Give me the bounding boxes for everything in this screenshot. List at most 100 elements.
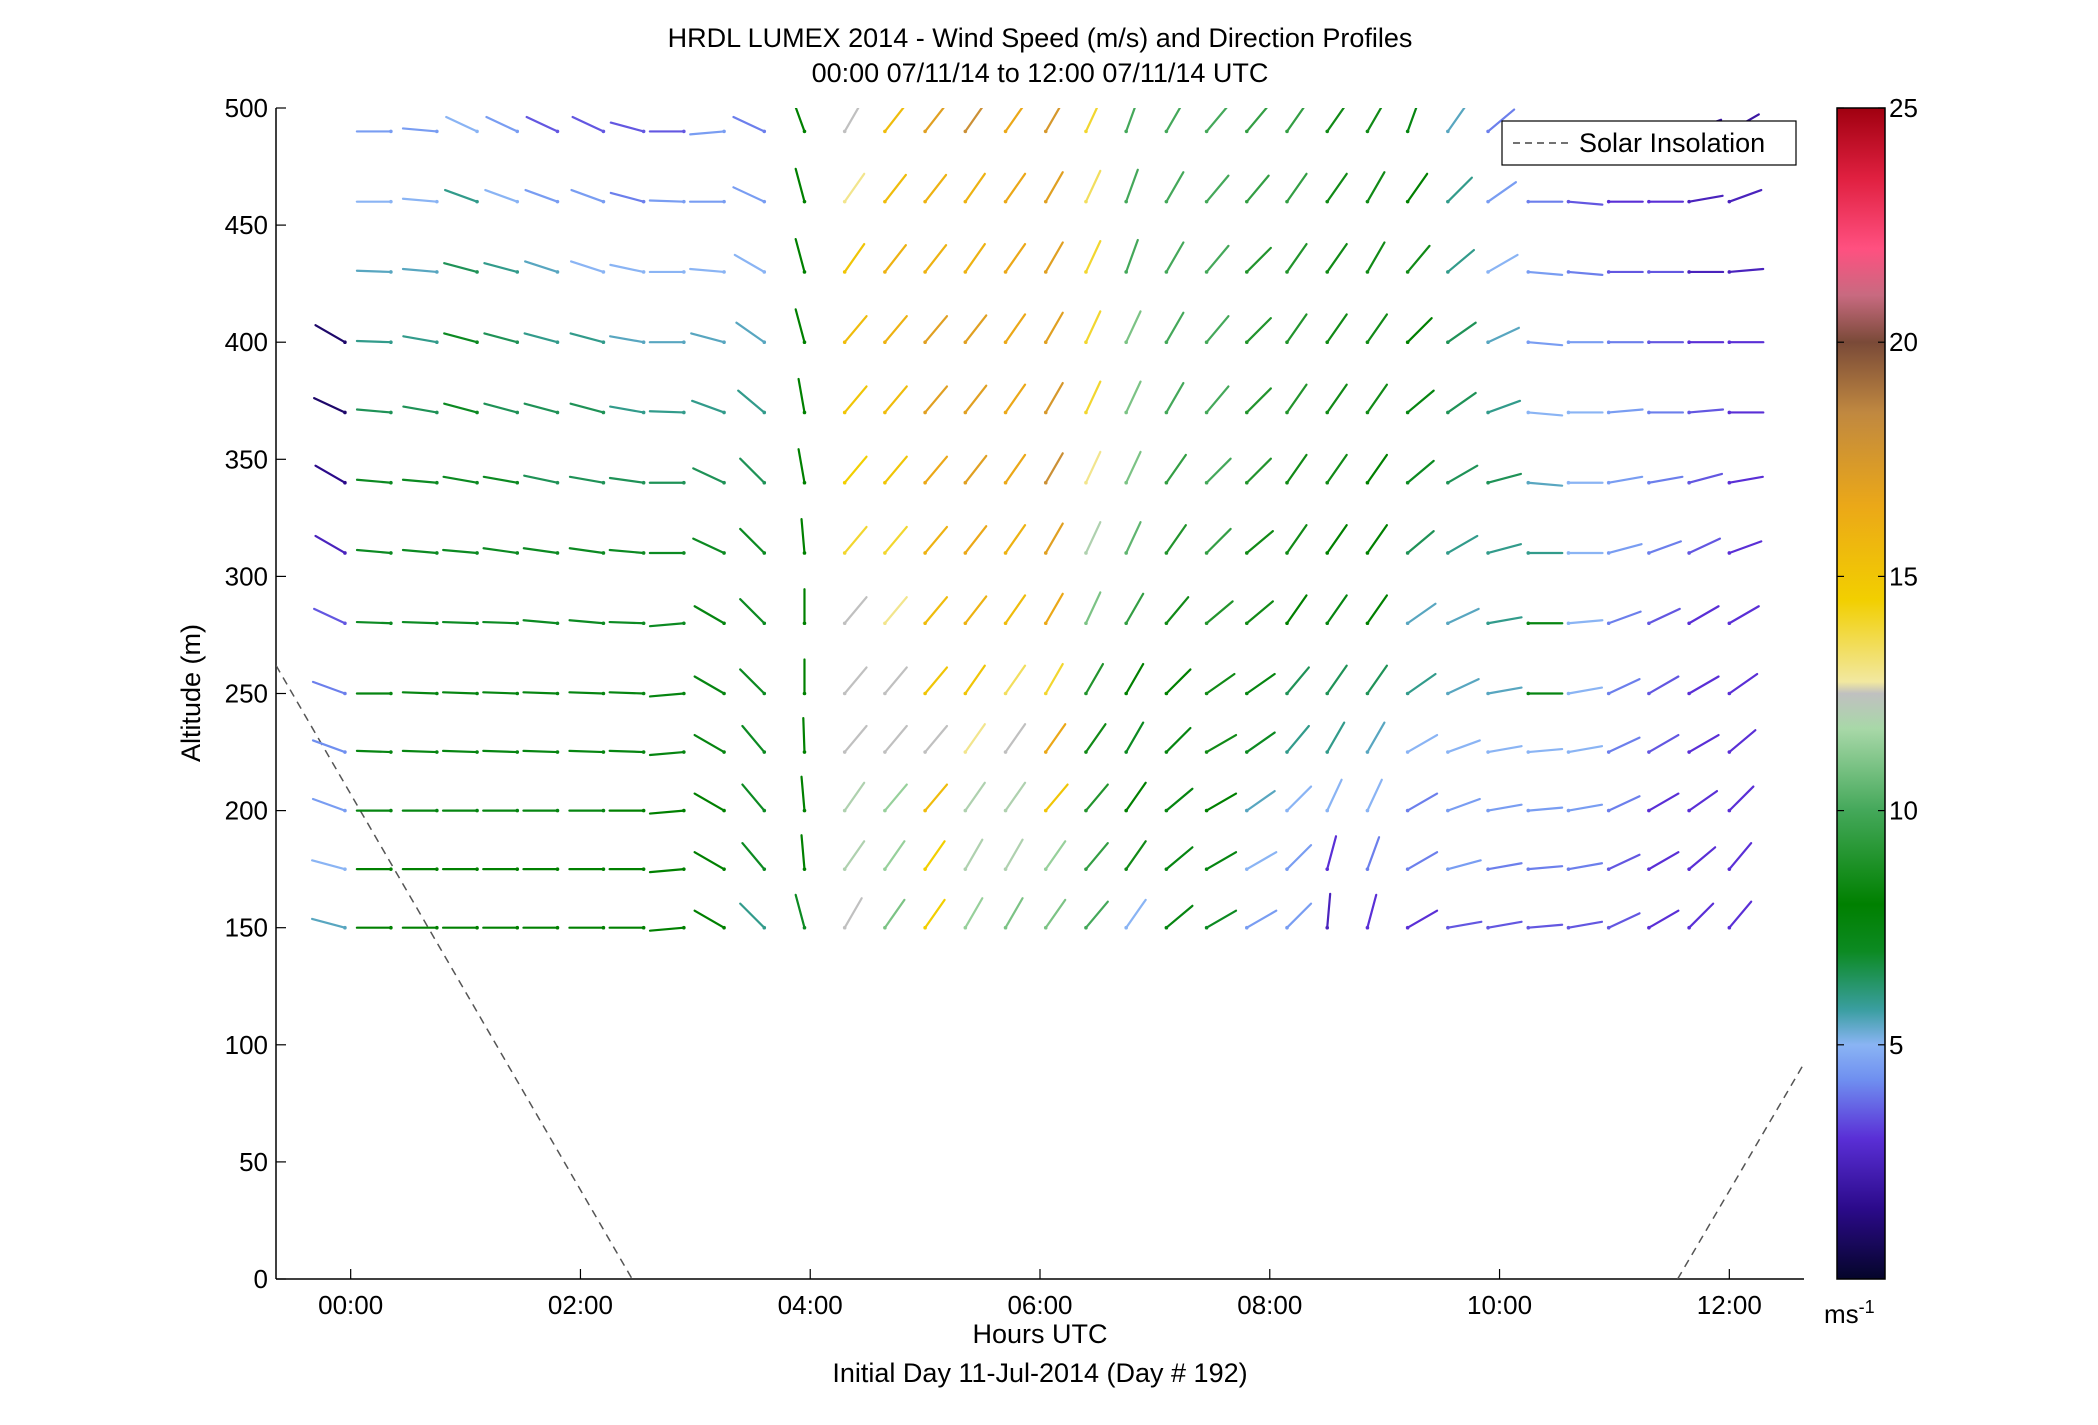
- wind-barb-base: [1606, 551, 1611, 555]
- wind-barb-base: [842, 691, 847, 696]
- wind-barb: [1245, 851, 1278, 871]
- wind-barb-base: [1124, 410, 1128, 415]
- wind-barb-base: [389, 129, 393, 134]
- wind-barb: [484, 188, 519, 203]
- wind-barb-base: [1325, 480, 1330, 485]
- wind-barb-base: [1164, 867, 1169, 871]
- wind-barb-base: [842, 621, 847, 626]
- wind-barb: [964, 242, 986, 274]
- wind-barb-base: [389, 691, 393, 696]
- wind-barb-base: [1687, 925, 1691, 930]
- wind-barb: [1326, 664, 1348, 695]
- wind-barb-base: [682, 925, 686, 930]
- wind-barb: [693, 792, 726, 812]
- wind-barb-base: [842, 199, 847, 204]
- wind-barb-base: [435, 925, 439, 930]
- wind-barb-base: [475, 691, 479, 696]
- wind-barb-base: [963, 750, 968, 754]
- wind-barb-base: [682, 129, 686, 134]
- x-tick-label: 02:00: [548, 1290, 613, 1320]
- wind-barb-base: [883, 410, 887, 415]
- wind-barb-base: [842, 340, 847, 345]
- wind-barb: [924, 724, 949, 754]
- wind-barb-base: [601, 925, 606, 930]
- wind-barb-base: [1164, 410, 1169, 415]
- wind-barb: [482, 620, 519, 625]
- wind-barb-base: [722, 551, 726, 555]
- wind-barb-base: [1446, 925, 1450, 930]
- wind-barb: [1728, 842, 1753, 871]
- wind-barb-base: [1405, 691, 1410, 696]
- wind-barb: [442, 548, 479, 555]
- wind-barb-base: [475, 925, 479, 930]
- wind-barb-base: [722, 925, 726, 930]
- wind-barb-base: [1486, 621, 1490, 626]
- wind-barb-base: [1526, 621, 1531, 626]
- wind-barb: [1125, 521, 1142, 555]
- wind-barb: [1647, 475, 1684, 484]
- wind-barb-base: [1566, 410, 1571, 415]
- wind-barb-base: [1285, 925, 1289, 930]
- wind-barb-base: [1325, 199, 1330, 204]
- wind-barb: [1125, 592, 1145, 625]
- wind-barb: [1446, 248, 1475, 274]
- wind-barb-base: [762, 925, 767, 930]
- wind-barb: [1527, 806, 1564, 812]
- wind-barb: [689, 267, 726, 274]
- wind-barb-base: [1365, 129, 1370, 134]
- wind-barb-base: [641, 750, 646, 754]
- wind-barb: [1326, 383, 1348, 414]
- wind-barb-base: [722, 129, 726, 134]
- wind-barb-base: [1526, 925, 1531, 930]
- wind-barb-base: [722, 867, 726, 871]
- wind-barb: [1165, 241, 1185, 274]
- wind-barb-base: [475, 410, 479, 415]
- wind-barb-base: [1043, 808, 1048, 813]
- wind-barb-base: [555, 621, 560, 626]
- wind-barb: [1446, 797, 1481, 812]
- wind-barb: [1205, 600, 1234, 625]
- wind-barb-base: [1446, 129, 1450, 134]
- wind-barb-base: [1244, 808, 1249, 813]
- wind-barb: [883, 596, 908, 625]
- wind-barb-base: [343, 621, 347, 626]
- wind-barb-base: [1526, 480, 1531, 485]
- wind-barb: [445, 115, 479, 133]
- wind-barb-base: [963, 808, 968, 813]
- wind-barb-base: [1606, 270, 1611, 274]
- wind-barb: [608, 548, 645, 555]
- wind-barb-base: [1244, 925, 1249, 930]
- wind-barb-base: [515, 340, 520, 345]
- wind-barb-base: [1285, 808, 1289, 813]
- wind-barb-base: [389, 750, 393, 754]
- wind-barb-base: [1124, 750, 1128, 754]
- wind-barb-base: [762, 129, 767, 134]
- wind-barb-base: [343, 750, 347, 754]
- wind-barb-base: [641, 808, 646, 813]
- wind-barb: [1326, 524, 1348, 555]
- wind-barb-base: [1124, 925, 1128, 930]
- wind-barb: [568, 749, 605, 754]
- wind-barb-base: [1124, 129, 1128, 134]
- wind-barb-base: [1084, 808, 1088, 813]
- wind-barb: [1366, 893, 1378, 929]
- wind-barb-base: [1606, 480, 1611, 485]
- wind-barb-base: [1164, 270, 1169, 274]
- wind-barb-base: [682, 867, 686, 871]
- wind-barb-base: [1727, 199, 1732, 204]
- wind-barb: [1165, 726, 1192, 754]
- wind-barb-base: [802, 480, 807, 485]
- wind-barb-base: [1606, 691, 1611, 696]
- wind-barb: [843, 242, 866, 274]
- wind-barb: [1205, 244, 1230, 274]
- wind-barb-base: [1003, 551, 1008, 555]
- wind-barb-base: [435, 480, 439, 485]
- wind-barb: [1647, 675, 1680, 695]
- wind-barb-base: [1486, 270, 1490, 274]
- wind-barb: [733, 253, 766, 274]
- wind-barb-base: [1244, 410, 1249, 415]
- wind-barb-base: [963, 480, 968, 485]
- wind-barb: [843, 840, 866, 871]
- wind-barb-base: [1365, 199, 1370, 204]
- wind-barb-base: [1285, 410, 1289, 415]
